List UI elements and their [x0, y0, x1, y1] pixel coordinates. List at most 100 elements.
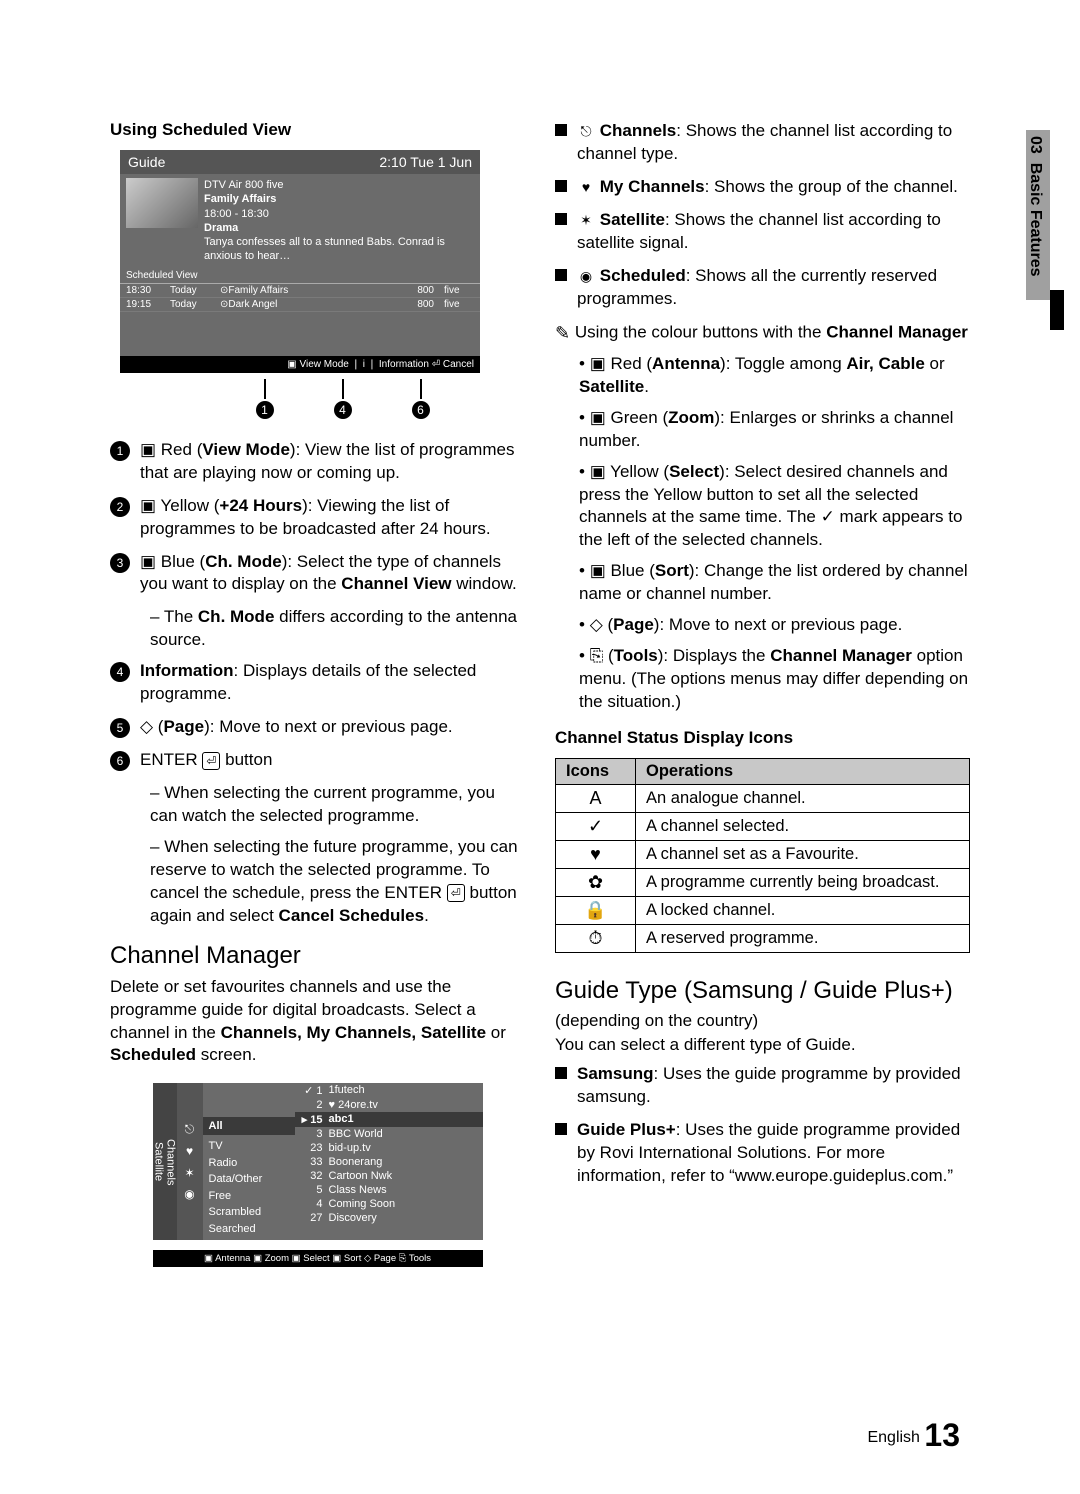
cm-all-label: All	[203, 1117, 295, 1135]
numbered-item: 6ENTER ⏎ button	[110, 749, 525, 772]
cm-side-satellite: Satellite	[153, 1087, 165, 1236]
type-icon: ♥	[577, 178, 595, 196]
colour-item: ▣ Yellow (Select): Select desired channe…	[579, 461, 970, 553]
numbered-item: 4Information: Displays details of the se…	[110, 660, 525, 706]
status-icons-heading: Channel Status Display Icons	[555, 728, 970, 748]
guide-type-note: (depending on the country)	[555, 1011, 970, 1031]
note-icon: ✎	[555, 323, 570, 343]
status-th-icons: Icons	[556, 758, 636, 784]
sub-bullet: The Ch. Mode differs according to the an…	[150, 606, 525, 652]
status-th-operations: Operations	[636, 758, 970, 784]
status-text: A reserved programme.	[636, 924, 970, 952]
channel-type-bullets: ⎋ Channels: Shows the channel list accor…	[555, 120, 970, 311]
numbered-item: 5◇ (Page): Move to next or previous page…	[110, 716, 525, 739]
cm-channel-row: 23bid-up.tv	[295, 1141, 483, 1155]
cm-channel-row: 27Discovery	[295, 1211, 483, 1225]
cm-channel-row: 2♥ 24ore.tv	[295, 1098, 483, 1112]
guide-type-heading: Guide Type (Samsung / Guide Plus+)	[555, 977, 970, 1005]
guide-type-item: Samsung: Uses the guide programme by pro…	[555, 1063, 970, 1109]
meta-programme: Family Affairs	[204, 193, 276, 205]
callout-row: 146	[160, 379, 525, 419]
colour-item: ◇ (Page): Move to next or previous page.	[579, 614, 970, 637]
status-row: ♥A channel set as a Favourite.	[556, 840, 970, 868]
channel-manager-panel: Channels Satellite ⎋♥✶◉ All TVRadioData/…	[153, 1083, 483, 1240]
status-icon: A	[556, 784, 636, 812]
channel-manager-heading: Channel Manager	[110, 942, 525, 970]
scheduled-row: 19:15Today⊙Dark Angel800five	[120, 298, 480, 312]
cm-category: Free	[209, 1188, 289, 1205]
callout-marker: 6	[412, 401, 430, 419]
cm-category: Radio	[209, 1155, 289, 1172]
guide-type-desc: You can select a different type of Guide…	[555, 1035, 970, 1055]
channel-type-item: ♥ My Channels: Shows the group of the ch…	[555, 176, 970, 199]
status-text: A channel selected.	[636, 812, 970, 840]
status-row: ✿A programme currently being broadcast.	[556, 868, 970, 896]
status-icon: ⏱	[556, 924, 636, 952]
cm-channel-row-selected: ▸ 15abc1	[295, 1112, 483, 1127]
chapter-title: Basic Features	[1027, 163, 1044, 277]
cm-channel-row: 33Boonerang	[295, 1155, 483, 1169]
page-number: English 13	[867, 1417, 960, 1454]
cm-channel-row: 4Coming Soon	[295, 1197, 483, 1211]
guide-panel: Guide 2:10 Tue 1 Jun DTV Air 800 five Fa…	[120, 150, 480, 373]
guide-clock: 2:10 Tue 1 Jun	[379, 154, 472, 170]
meta-channel: DTV Air 800 five	[204, 178, 474, 192]
guide-footer: ▣ View Mode ❘ i ❘ Information ⏎ Cancel	[120, 356, 480, 373]
cm-side-channels: Channels	[165, 1087, 177, 1236]
status-icon: ✿	[556, 868, 636, 896]
cm-channel-row: ✓ 11futech	[295, 1083, 483, 1098]
cm-side-tabs: Channels Satellite	[153, 1083, 177, 1240]
page-num: 13	[924, 1417, 960, 1453]
guide-type-bullets: Samsung: Uses the guide programme by pro…	[555, 1063, 970, 1188]
cm-channel-row: 3BBC World	[295, 1127, 483, 1141]
numbered-item: 1▣ Red (View Mode): View the list of pro…	[110, 439, 525, 485]
status-icons-table: IconsOperations AAn analogue channel.✓A …	[555, 758, 970, 953]
cm-channel-row: 32Cartoon Nwk	[295, 1169, 483, 1183]
status-row: ✓A channel selected.	[556, 812, 970, 840]
chapter-number: 03	[1027, 136, 1044, 154]
cm-category: Searched	[209, 1221, 289, 1238]
cm-category: Scrambled	[209, 1204, 289, 1221]
guide-type-item: Guide Plus+: Uses the guide programme pr…	[555, 1119, 970, 1188]
cm-category: Data/Other	[209, 1171, 289, 1188]
page-lang: English	[867, 1429, 919, 1446]
channel-manager-desc: Delete or set favourites channels and us…	[110, 976, 525, 1068]
numbered-explanations: 1▣ Red (View Mode): View the list of pro…	[110, 439, 525, 928]
callout-marker: 4	[334, 401, 352, 419]
cm-footer: ▣ Antenna ▣ Zoom ▣ Select ▣ Sort ◇ Page …	[153, 1250, 483, 1267]
colour-item: ▣ Blue (Sort): Change the list ordered b…	[579, 560, 970, 606]
scheduled-view-label: Scheduled View	[120, 268, 480, 284]
channel-type-item: ◉ Scheduled: Shows all the currently res…	[555, 265, 970, 311]
status-row: ⏱A reserved programme.	[556, 924, 970, 952]
cm-icon-column: ⎋♥✶◉	[177, 1083, 203, 1240]
cm-category-column: All TVRadioData/OtherFreeScrambledSearch…	[203, 1083, 295, 1240]
status-text: A channel set as a Favourite.	[636, 840, 970, 868]
status-text: A locked channel.	[636, 896, 970, 924]
channel-type-item: ✶ Satellite: Shows the channel list acco…	[555, 209, 970, 255]
meta-time: 18:00 - 18:30	[204, 207, 474, 221]
type-icon: ⎋	[577, 123, 595, 141]
status-text: An analogue channel.	[636, 784, 970, 812]
colour-item: ▣ Red (Antenna): Toggle among Air, Cable…	[579, 353, 970, 399]
colour-item: ⎘ (Tools): Displays the Channel Manager …	[579, 645, 970, 714]
status-icon: ✓	[556, 812, 636, 840]
meta-genre: Drama	[204, 222, 238, 234]
scheduled-row: 18:30Today⊙Family Affairs800five	[120, 284, 480, 298]
type-icon: ✶	[577, 211, 595, 229]
numbered-item: 3▣ Blue (Ch. Mode): Select the type of c…	[110, 551, 525, 597]
guide-title: Guide	[128, 154, 165, 170]
cm-channel-row: 5Class News	[295, 1183, 483, 1197]
programme-thumbnail	[126, 178, 198, 228]
sub-bullet: When selecting the future programme, you…	[150, 836, 525, 928]
scheduled-view-heading: Using Scheduled View	[110, 120, 525, 140]
status-text: A programme currently being broadcast.	[636, 868, 970, 896]
status-row: 🔒A locked channel.	[556, 896, 970, 924]
cm-category: TV	[209, 1138, 289, 1155]
meta-desc: Tanya confesses all to a stunned Babs. C…	[204, 235, 474, 264]
type-icon: ◉	[577, 267, 595, 285]
sub-bullet: When selecting the current programme, yo…	[150, 782, 525, 828]
status-icon: ♥	[556, 840, 636, 868]
status-row: AAn analogue channel.	[556, 784, 970, 812]
colour-buttons-note: ✎ Using the colour buttons with the Chan…	[555, 321, 970, 345]
status-icon: 🔒	[556, 896, 636, 924]
